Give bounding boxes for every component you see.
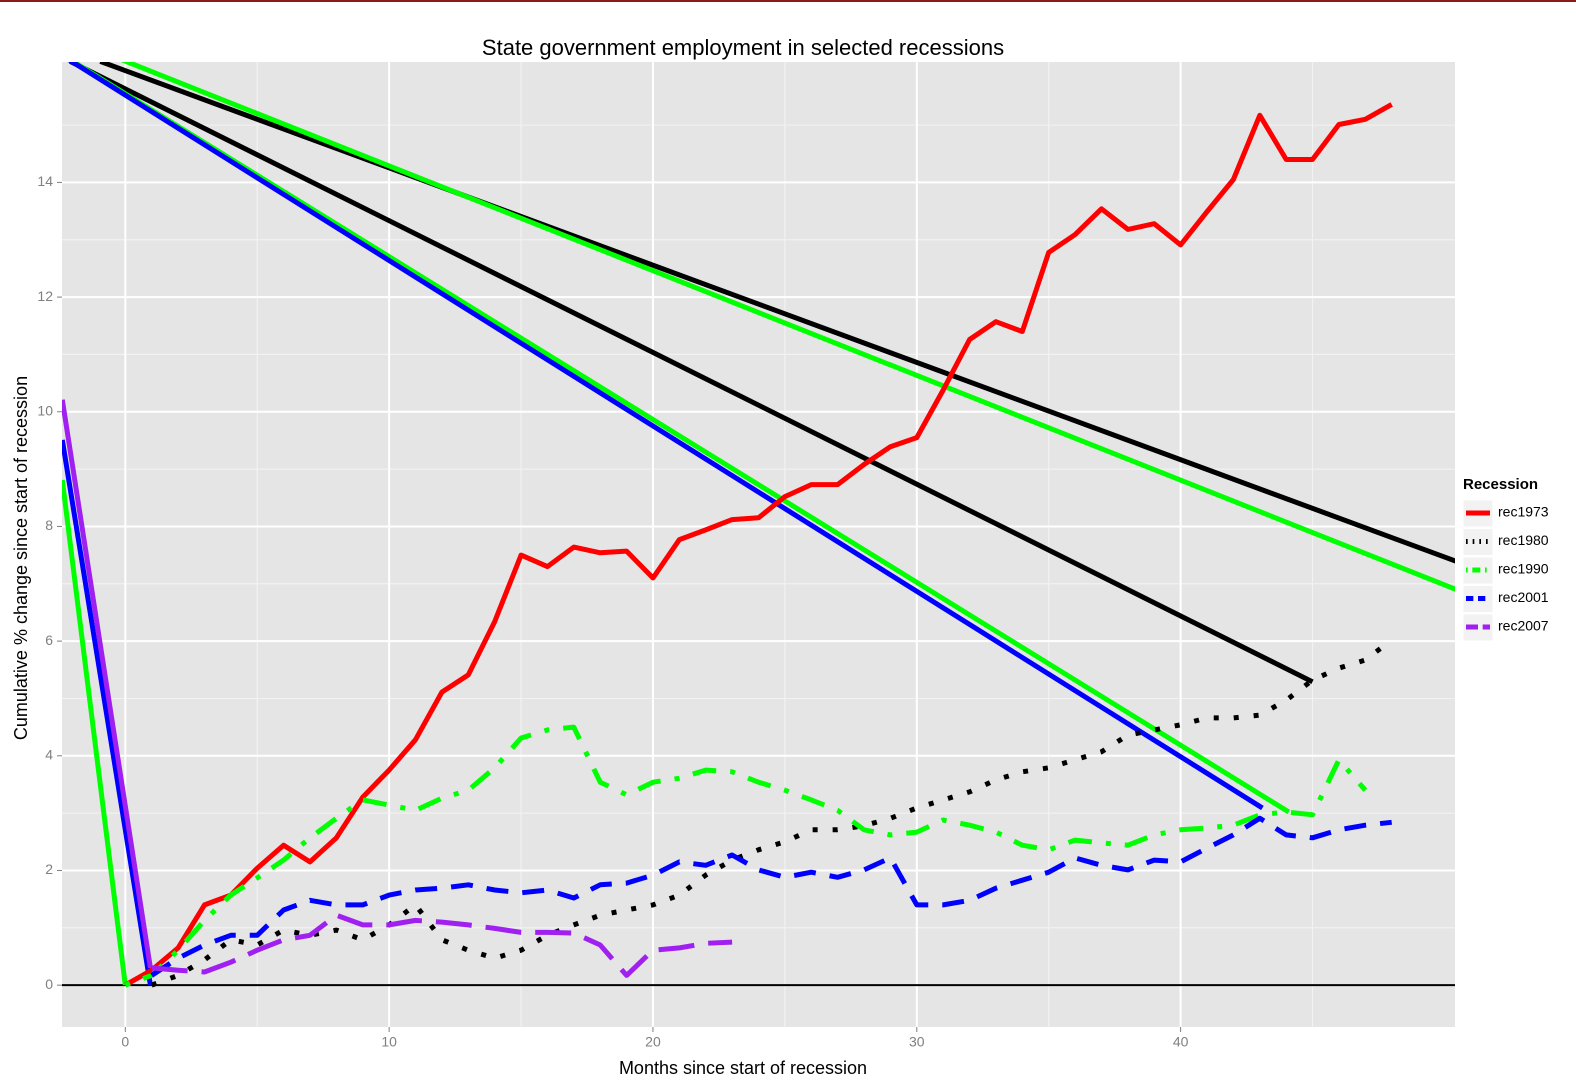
series-line — [62, 399, 153, 969]
series-line — [151, 912, 733, 978]
series-line — [62, 479, 128, 986]
x-tick-label: 20 — [645, 1034, 661, 1050]
y-tick-label: 2 — [45, 861, 53, 877]
legend: Recession rec1973 rec1980 rec1990 rec2001 re… — [1462, 476, 1549, 642]
y-tick-label: 10 — [37, 402, 53, 418]
x-tick-label: 30 — [909, 1034, 925, 1050]
series-line — [150, 815, 1392, 978]
y-tick-label: 6 — [45, 632, 53, 648]
legend-key — [1462, 556, 1494, 585]
y-axis-title: Cumulative % change since start of reces… — [11, 376, 31, 740]
series-line — [67, 62, 1264, 811]
legend-label: rec2007 — [1498, 618, 1549, 634]
legend-label: rec1980 — [1498, 532, 1549, 548]
legend-label: rec2001 — [1498, 589, 1549, 605]
y-tick-label: 4 — [45, 746, 53, 762]
series-line — [69, 62, 1314, 685]
series-line — [124, 102, 1393, 988]
x-tick-label: 10 — [381, 1034, 397, 1050]
y-tick-label: 8 — [45, 517, 53, 533]
series-line — [62, 439, 153, 986]
axes: 0 10 20 30 40 0 2 4 6 8 10 12 14 — [37, 173, 1188, 1050]
legend-label: rec1973 — [1498, 504, 1549, 520]
x-axis-title: Months since start of recession — [619, 1058, 867, 1078]
x-tick-label: 40 — [1173, 1034, 1189, 1050]
series-line — [99, 62, 1455, 564]
panel — [62, 62, 1455, 1027]
y-tick-label: 14 — [37, 173, 53, 189]
lines — [62, 62, 1455, 988]
legend-title: Recession — [1463, 476, 1538, 493]
y-tick-label: 0 — [45, 976, 53, 992]
series-line — [124, 724, 1368, 988]
x-tick-label: 0 — [121, 1034, 129, 1050]
y-tick-label: 12 — [37, 288, 53, 304]
legend-label: rec1990 — [1498, 561, 1549, 577]
legend-key — [1462, 528, 1494, 556]
series-line — [120, 62, 1455, 592]
chart-title: State government employment in selected … — [482, 35, 1004, 60]
